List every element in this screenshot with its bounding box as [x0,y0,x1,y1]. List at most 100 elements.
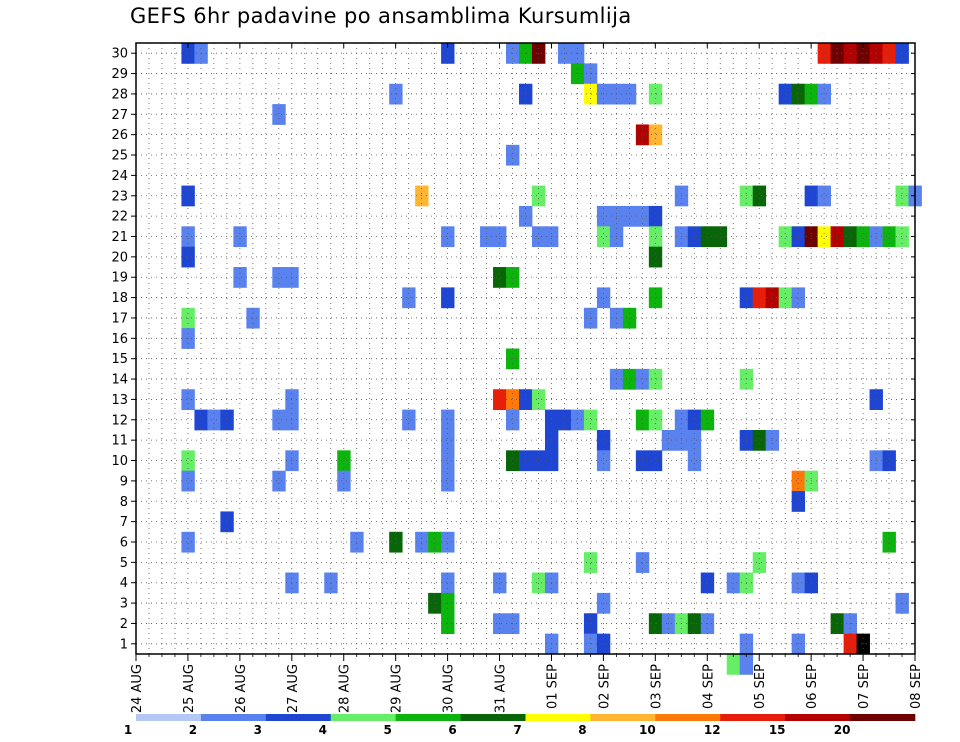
heatmap-cell [272,104,286,125]
y-tick-label: 7 [120,515,128,530]
y-tick-label: 20 [111,250,128,265]
y-tick-label: 21 [111,230,128,245]
x-tick-label: 07 SEP [857,664,872,709]
y-tick-label: 6 [120,535,128,550]
heatmap-cell [337,450,351,472]
legend-swatch [590,714,656,721]
heatmap-cell [726,654,741,675]
y-tick-label: 27 [111,108,128,123]
heatmap-cell [622,205,637,227]
heatmap-cell [687,226,702,248]
heatmap-cell [181,226,195,248]
heatmap-cell [531,389,546,410]
heatmap-cell [272,267,286,288]
heatmap-cell [519,83,533,105]
heatmap-cell [635,124,650,146]
heatmap-cell [752,552,767,573]
heatmap-cell [687,429,702,451]
heatmap-cell [596,205,611,227]
heatmap-cell [181,450,195,472]
legend-label: 5 [383,723,391,737]
legend-label: 1 [124,723,132,737]
legend-swatch [200,714,267,721]
x-tick-label: 03 SEP [649,664,664,709]
x-tick-label: 01 SEP [545,664,560,709]
heatmap-cell [441,531,455,553]
heatmap-cell [791,226,806,248]
heatmap-cell [778,226,793,248]
heatmap-cell [635,368,650,390]
heatmap-cell [402,409,416,431]
legend-swatch [136,714,202,721]
heatmap-cell [700,409,715,431]
heatmap-cell [441,429,455,451]
heatmap-cell [519,389,533,410]
x-tick-label: 02 SEP [597,664,612,709]
x-tick-label: 27 AUG [286,664,301,713]
y-tick-label: 9 [120,474,128,489]
heatmap-cell [752,185,767,207]
heatmap-cell [726,572,741,594]
x-tick-label: 26 AUG [234,664,249,713]
legend-label: 10 [639,723,656,737]
cells-group [181,43,922,675]
heatmap-cell [713,226,728,248]
heatmap-cell [830,226,844,248]
y-tick-label: 13 [111,393,128,408]
y-tick-label: 24 [111,169,128,184]
heatmap-cell [648,226,663,248]
heatmap-cell [648,83,663,105]
y-tick-label: 26 [111,128,128,143]
heatmap-cell [583,409,598,431]
heatmap-cell [791,491,806,512]
y-tick-label: 8 [120,495,128,510]
heatmap-cell [765,429,780,451]
legend-swatch [785,714,851,721]
heatmap-cell [493,389,507,410]
heatmap-cell [648,124,663,146]
heatmap-cell [622,368,637,390]
heatmap-cell [493,572,507,594]
heatmap-cell [181,470,195,492]
heatmap-cell [389,83,403,105]
legend-swatch [720,714,786,721]
legend-swatch [850,714,916,721]
heatmap-cell [531,185,546,207]
heatmap-cell [817,226,832,248]
legend-label: 8 [578,723,586,737]
heatmap-cell [739,654,754,675]
y-tick-label: 14 [111,373,128,388]
legend-swatch [265,714,332,721]
heatmap-cell [506,389,520,410]
heatmap-cell [441,572,455,594]
heatmap-cell [856,633,870,655]
x-tick-label: 05 SEP [753,664,768,709]
heatmap-cell [531,450,546,472]
heatmap-cell [765,287,780,309]
heatmap-cell [583,552,598,573]
x-tick-label: 08 SEP [909,664,924,709]
heatmap-cell [817,185,832,207]
y-tick-label: 30 [111,47,128,62]
y-tick-label: 17 [111,311,128,326]
heatmap-cell [778,83,793,105]
heatmap-cell [233,226,247,248]
heatmap-cell [791,83,806,105]
heatmap-cell [635,552,650,573]
heatmap-cell [583,633,598,655]
heatmap-cell [700,572,715,594]
y-tick-label: 22 [111,210,128,225]
heatmap-cell [506,267,520,288]
legend-label: 12 [704,723,721,737]
heatmap-cell [791,287,806,309]
heatmap-cell [583,83,598,105]
heatmap-cell [519,205,533,227]
heatmap-cell [687,450,702,472]
legend-swatch [655,714,721,721]
y-tick-label: 15 [111,352,128,367]
x-tick-label: 06 SEP [805,664,820,709]
heatmap-cell [506,409,520,431]
heatmap-cell [648,409,663,431]
heatmap-cell [856,226,870,248]
